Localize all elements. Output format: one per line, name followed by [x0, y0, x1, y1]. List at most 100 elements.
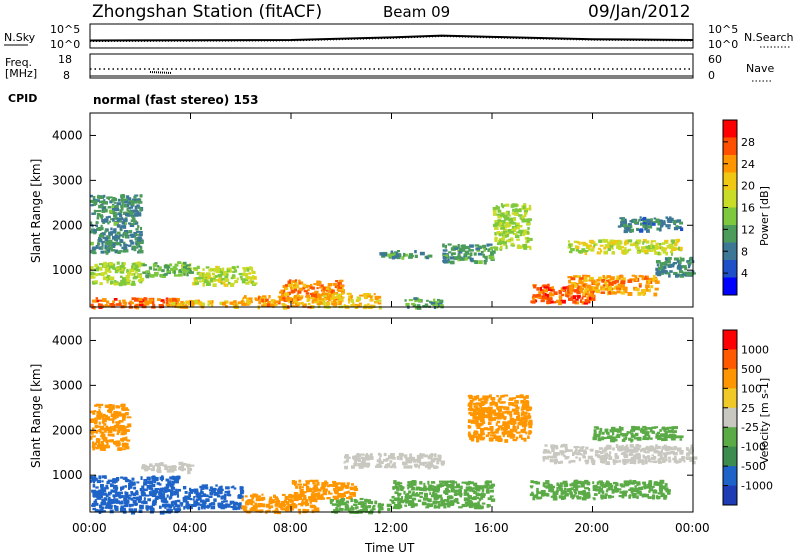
heatmap-cell	[448, 503, 454, 506]
heatmap-cell	[520, 408, 524, 411]
heatmap-cell	[340, 284, 345, 288]
heatmap-cell	[254, 297, 258, 300]
heatmap-cell	[225, 486, 230, 490]
heatmap-cell	[168, 467, 172, 471]
heatmap-cell	[676, 448, 681, 452]
heatmap-cell	[133, 275, 138, 279]
heatmap-cell	[686, 452, 690, 456]
heatmap-cell	[137, 274, 143, 279]
heatmap-cell	[613, 437, 616, 441]
heatmap-cell	[210, 505, 216, 510]
heatmap-cell	[149, 493, 154, 497]
heatmap-cell	[121, 194, 125, 198]
heatmap-cell	[129, 225, 135, 228]
heatmap-cell	[589, 239, 594, 244]
heatmap-cell	[556, 452, 561, 456]
heatmap-cell	[598, 431, 602, 435]
heatmap-cell	[667, 227, 671, 230]
heatmap-cell	[536, 287, 540, 291]
heatmap-cell	[241, 298, 244, 302]
heatmap-cell	[101, 431, 105, 436]
heatmap-cell	[639, 492, 642, 496]
heatmap-cell	[187, 464, 192, 468]
heatmap-cell	[120, 197, 124, 202]
heatmap-cell	[309, 479, 314, 482]
heatmap-cell	[542, 456, 547, 459]
heatmap-cell	[386, 503, 392, 508]
heatmap-cell	[443, 490, 448, 494]
heatmap-cell	[106, 228, 109, 232]
heatmap-cell	[287, 297, 292, 302]
heatmap-cell	[100, 495, 103, 499]
heatmap-cell	[266, 303, 272, 307]
heatmap-cell	[93, 306, 96, 310]
heatmap-cell	[661, 485, 667, 488]
heatmap-cell	[613, 461, 616, 465]
heatmap-cell	[210, 279, 213, 283]
heatmap-cell	[350, 304, 355, 307]
power-colorbar-swatch	[723, 207, 737, 226]
heatmap-cell	[190, 498, 193, 501]
heatmap-cell	[223, 283, 229, 287]
heatmap-cell	[574, 491, 577, 495]
heatmap-cell	[326, 287, 329, 290]
heatmap-cell	[129, 268, 135, 273]
heatmap-cell	[405, 495, 410, 500]
heatmap-cell	[497, 215, 502, 219]
heatmap-cell	[477, 501, 480, 506]
velocity-colorbar-swatch	[723, 368, 737, 389]
heatmap-cell	[572, 300, 577, 304]
heatmap-cell	[637, 291, 642, 296]
heatmap-cell	[549, 458, 554, 463]
heatmap-cell	[110, 280, 114, 285]
heatmap-cell	[112, 500, 116, 504]
heatmap-cell	[177, 508, 182, 511]
heatmap-cell	[327, 284, 331, 288]
heatmap-cell	[513, 203, 518, 208]
heatmap-cell	[92, 282, 96, 285]
heatmap-cell	[357, 502, 363, 506]
heatmap-cell	[469, 408, 474, 412]
heatmap-cell	[357, 459, 361, 463]
heatmap-cell	[99, 429, 102, 434]
heatmap-cell	[643, 450, 647, 454]
heatmap-cell	[103, 415, 108, 418]
heatmap-cell	[470, 435, 475, 440]
heatmap-cell	[108, 220, 112, 223]
heatmap-cell	[331, 484, 337, 488]
heatmap-cell	[330, 501, 333, 505]
heatmap-cell	[289, 506, 294, 511]
heatmap-cell	[583, 495, 588, 498]
heatmap-cell	[151, 483, 156, 488]
heatmap-cell	[628, 452, 633, 456]
heatmap-cell	[659, 456, 664, 460]
heatmap-cell	[162, 273, 167, 276]
heatmap-cell	[182, 463, 187, 466]
heatmap-cell	[252, 282, 258, 285]
heatmap-cell	[633, 278, 636, 283]
heatmap-cell	[564, 492, 569, 497]
heatmap-cell	[511, 221, 516, 225]
heatmap-cell	[628, 248, 632, 252]
heatmap-cell	[316, 496, 322, 500]
heatmap-cell	[397, 256, 401, 260]
heatmap-cell	[619, 217, 623, 220]
heatmap-cell	[335, 491, 339, 495]
heatmap-cell	[226, 504, 231, 508]
heatmap-cell	[127, 423, 132, 428]
heatmap-cell	[221, 277, 225, 281]
heatmap-cell	[519, 232, 523, 237]
heatmap-cell	[165, 485, 170, 489]
heatmap-cell	[552, 494, 557, 497]
heatmap-cell	[655, 260, 661, 264]
heatmap-cell	[123, 246, 128, 251]
heatmap-cell	[327, 287, 332, 292]
heatmap-cell	[567, 276, 573, 279]
heatmap-cell	[668, 273, 671, 278]
heatmap-cell	[102, 510, 106, 513]
heatmap-cell	[134, 212, 139, 216]
heatmap-cell	[394, 483, 398, 487]
heatmap-cell	[605, 445, 610, 448]
heatmap-cell	[136, 481, 140, 484]
heatmap-cell	[131, 247, 134, 251]
